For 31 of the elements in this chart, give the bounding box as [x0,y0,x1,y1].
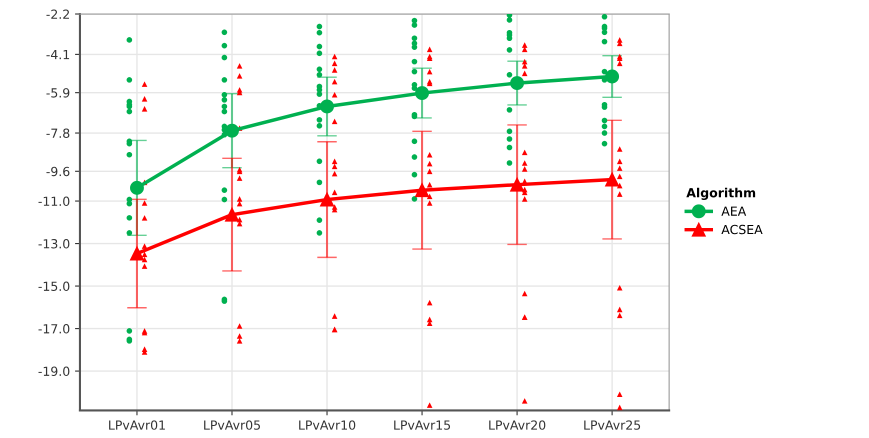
y-tick-label: -5.9 [46,88,70,98]
y-tick-label: -9.6 [46,166,70,176]
y-tick-label: -7.8 [46,128,70,138]
x-tick-label: LPvAvr01 [109,420,165,430]
x-tick-label: LPvAvr15 [394,420,450,430]
x-tick-label: LPvAvr10 [299,420,356,430]
y-tick-label: -15.0 [38,282,70,291]
point [605,70,620,84]
point [415,183,429,198]
y-tick-label: -11.0 [38,196,70,206]
point [130,180,144,195]
y-tick-label: -4.1 [46,50,70,60]
point [605,172,620,187]
legend-label: AEA [721,206,746,216]
point [320,100,334,114]
point [320,192,334,207]
point [510,76,524,90]
x-tick-label: LPvAvr20 [489,420,546,430]
point [415,86,429,100]
point [510,178,524,192]
legend-label: ACSEA [721,224,763,234]
point [225,124,239,138]
x-tick-label: LPvAvr05 [204,420,260,430]
x-tick-label: LPvAvr25 [584,420,640,430]
point [225,208,239,222]
y-tick-label: -19.0 [38,366,70,376]
y-tick-label: -17.0 [38,324,70,334]
point [130,246,144,260]
y-tick-label: -2.2 [46,9,69,19]
y-tick-label: -13.0 [38,239,70,248]
legend-title: Algorithm [686,188,756,200]
